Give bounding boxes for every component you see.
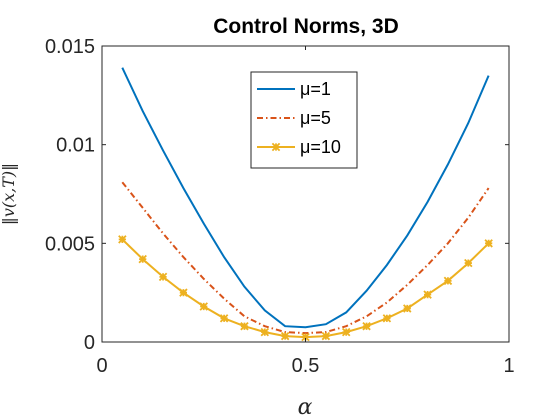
data-point <box>240 321 249 331</box>
series-layer <box>118 67 493 342</box>
y-tick-label: 0.015 <box>45 36 95 58</box>
data-point <box>484 239 493 248</box>
legend-item-2: μ=5 <box>257 108 331 128</box>
data-point <box>179 288 188 297</box>
data-point <box>382 314 392 323</box>
legend-marker <box>271 142 281 152</box>
x-axis-label: α <box>298 395 313 420</box>
data-point <box>301 332 310 342</box>
data-point <box>219 314 229 323</box>
data-point <box>118 235 127 244</box>
y-axis-label: ‖v(x,T)‖ <box>0 163 18 225</box>
data-point <box>199 302 208 311</box>
legend: μ=1 μ=5 μ=10 <box>250 71 358 169</box>
data-point <box>321 331 331 341</box>
data-point <box>443 276 453 286</box>
data-point <box>341 327 351 337</box>
legend-label: μ=1 <box>300 79 331 99</box>
chart-title: Control Norms, 3D <box>213 15 399 38</box>
data-point <box>362 321 371 331</box>
axis-layer: 0 0.5 1 0 0.005 0.01 0.015 <box>45 36 515 377</box>
x-tick-label: 0 <box>96 355 107 377</box>
series-2 <box>121 181 490 335</box>
legend-item-1: μ=1 <box>257 79 331 99</box>
data-point <box>423 290 432 299</box>
y-tick-label: 0 <box>84 332 95 354</box>
y-tick-label: 0.005 <box>45 233 95 255</box>
data-point <box>464 258 473 268</box>
data-point <box>138 254 147 264</box>
series-line-2 <box>121 181 490 335</box>
legend-label: μ=10 <box>300 137 341 157</box>
series-line-3 <box>121 238 490 339</box>
data-point <box>158 272 168 282</box>
data-point <box>403 304 412 313</box>
data-point <box>280 331 290 341</box>
x-tick-label: 0.5 <box>292 355 320 377</box>
series-3 <box>118 235 493 342</box>
series-1 <box>121 67 490 329</box>
legend-item-3: μ=10 <box>257 137 341 157</box>
legend-label: μ=5 <box>300 108 331 128</box>
x-tick-label: 1 <box>503 355 514 377</box>
y-tick-label: 0.01 <box>56 135 95 157</box>
data-point <box>260 327 270 337</box>
series-line-1 <box>121 67 490 329</box>
